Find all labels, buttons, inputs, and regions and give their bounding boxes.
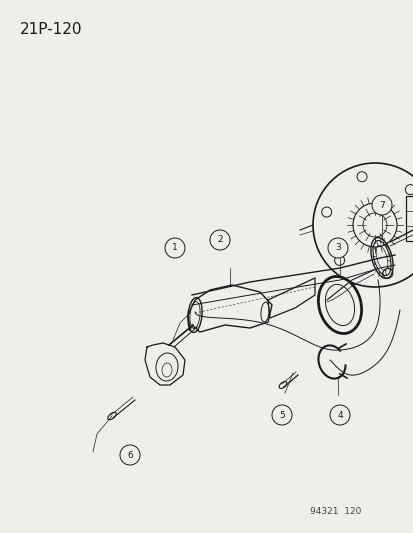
Circle shape [371,195,391,215]
Text: 6: 6 [127,450,133,459]
Circle shape [327,238,347,258]
Circle shape [329,405,349,425]
Text: 21P-120: 21P-120 [20,22,82,37]
Circle shape [165,238,185,258]
Text: 2: 2 [217,236,222,245]
Text: 7: 7 [378,200,384,209]
Text: 94321  120: 94321 120 [309,507,361,516]
Text: 1: 1 [172,244,178,253]
Text: 5: 5 [278,410,284,419]
Circle shape [271,405,291,425]
Circle shape [209,230,230,250]
Text: 3: 3 [334,244,340,253]
Circle shape [120,445,140,465]
Text: 4: 4 [336,410,342,419]
